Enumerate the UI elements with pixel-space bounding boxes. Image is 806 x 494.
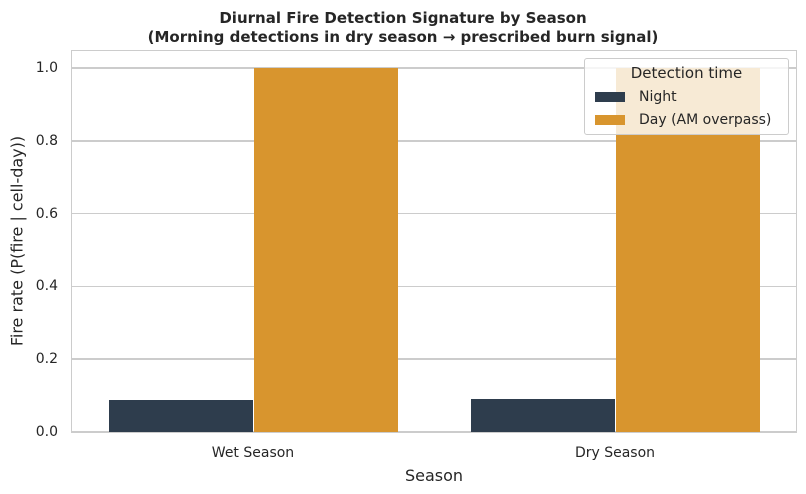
- legend-item-night: Night: [595, 88, 677, 106]
- x-tick-label: Wet Season: [211, 445, 295, 461]
- y-axis-label: Fire rate (P(fire | cell-day)): [7, 135, 27, 347]
- y-tick-label: 0.0: [35, 424, 58, 440]
- chart-title: Diurnal Fire Detection Signature by Seas…: [219, 9, 587, 27]
- chart-subtitle: (Morning detections in dry season → pres…: [147, 28, 659, 46]
- bar-day-wet-season: [254, 68, 398, 432]
- x-tick-label: Dry Season: [574, 445, 656, 461]
- legend-swatch-day: [595, 115, 625, 125]
- y-tick-label: 0.8: [35, 132, 58, 149]
- y-tick-label: 1.0: [35, 60, 58, 76]
- bar-night-wet-season: [109, 400, 253, 432]
- gridline: [71, 285, 797, 288]
- bar-night-dry-season: [471, 398, 615, 432]
- y-tick-label: 0.6: [35, 205, 58, 222]
- gridline: [71, 431, 797, 433]
- y-tick-label: 0.4: [35, 278, 58, 295]
- gridline: [71, 358, 797, 360]
- legend-label-day: Day (AM overpass): [639, 112, 772, 128]
- x-axis-label: Season: [404, 466, 464, 485]
- gridline: [71, 140, 797, 142]
- legend-swatch-night: [595, 92, 625, 102]
- legend-title: Detection time: [630, 64, 743, 82]
- gridline: [71, 212, 797, 215]
- legend-item-day: Day (AM overpass): [595, 111, 771, 129]
- gridline: [71, 67, 797, 69]
- legend-label-night: Night: [639, 89, 677, 105]
- y-tick-label: 0.2: [35, 351, 58, 368]
- legend: Detection time Night Day (AM overpass): [584, 58, 789, 135]
